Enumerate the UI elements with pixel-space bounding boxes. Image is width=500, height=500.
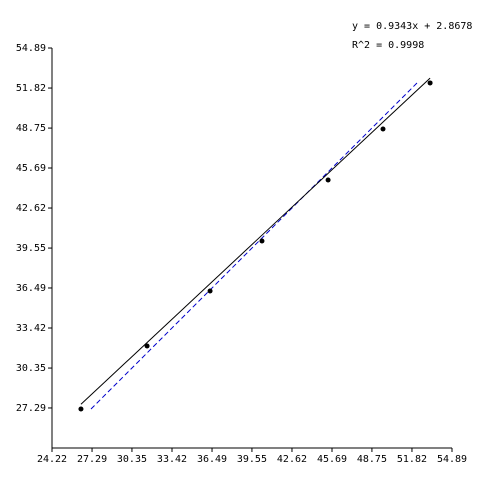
r-squared: R^2 = 0.9998 [352, 40, 424, 51]
y-tick-label: 27.29 [16, 403, 46, 414]
x-tick-label: 24.22 [37, 454, 67, 465]
y-tick-label: 54.89 [16, 43, 46, 54]
x-tick-label: 45.69 [317, 454, 347, 465]
x-tick-label: 48.75 [357, 454, 387, 465]
x-tick-label: 36.49 [197, 454, 227, 465]
y-tick-label: 42.62 [16, 203, 46, 214]
x-tick-label: 54.89 [437, 454, 467, 465]
y-tick-label: 39.55 [16, 243, 46, 254]
equation: y = 0.9343x + 2.8678 [352, 21, 472, 32]
x-tick-label: 30.35 [117, 454, 147, 465]
x-tick-label: 33.42 [157, 454, 187, 465]
identity-line [90, 82, 418, 410]
x-tick-label: 42.62 [277, 454, 307, 465]
y-tick-label: 48.75 [16, 123, 46, 134]
y-tick-label: 36.49 [16, 283, 46, 294]
point [78, 406, 84, 412]
y-tick-label: 33.42 [16, 323, 46, 334]
y-tick-label: 51.82 [16, 83, 46, 94]
x-tick-label: 51.82 [397, 454, 427, 465]
y-tick-label: 45.69 [16, 163, 46, 174]
x-tick-label: 27.29 [77, 454, 107, 465]
point [380, 126, 386, 132]
y-tick-label: 30.35 [16, 363, 46, 374]
point [325, 177, 331, 183]
point [259, 238, 265, 244]
x-tick-label: 39.55 [237, 454, 267, 465]
fit-line [80, 77, 431, 405]
point [427, 80, 433, 86]
point [207, 288, 213, 294]
point [144, 343, 150, 349]
